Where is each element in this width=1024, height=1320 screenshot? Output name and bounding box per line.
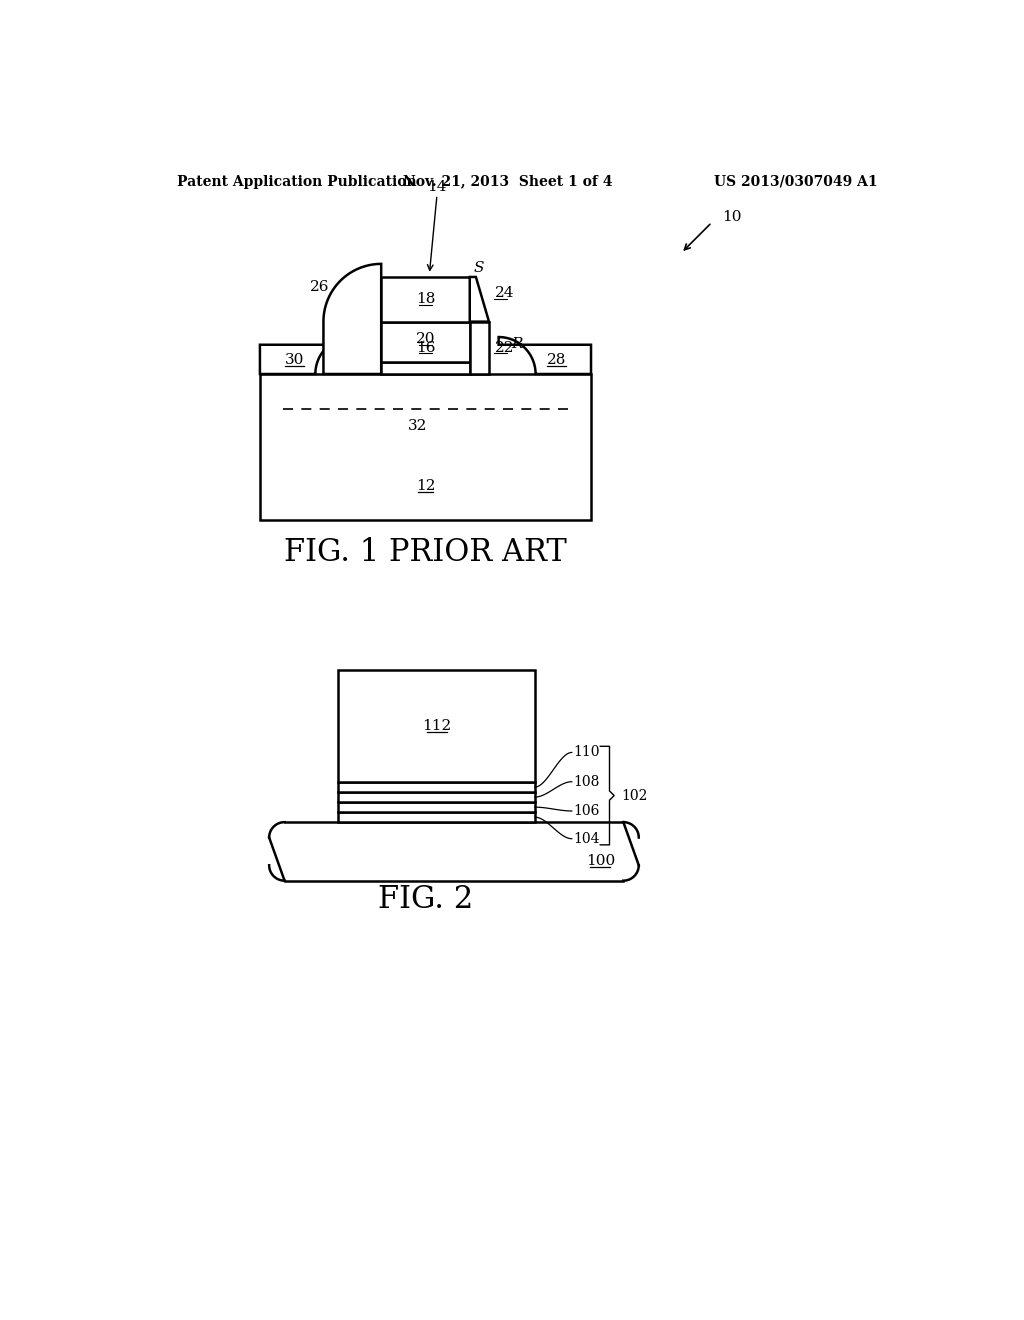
Text: 110: 110 xyxy=(573,746,600,759)
Bar xyxy=(381,362,470,374)
Text: 112: 112 xyxy=(422,719,452,734)
Text: Patent Application Publication: Patent Application Publication xyxy=(177,174,417,189)
Text: S: S xyxy=(473,261,484,275)
Text: US 2013/0307049 A1: US 2013/0307049 A1 xyxy=(714,174,878,189)
Bar xyxy=(339,781,535,792)
Polygon shape xyxy=(499,337,591,374)
Text: 22: 22 xyxy=(496,341,515,355)
Text: 10: 10 xyxy=(722,210,741,224)
Text: 104: 104 xyxy=(573,832,600,846)
Text: 32: 32 xyxy=(409,418,427,433)
Text: 102: 102 xyxy=(621,788,647,803)
Text: 20: 20 xyxy=(416,331,435,346)
Text: 106: 106 xyxy=(573,804,600,818)
Text: FIG. 2: FIG. 2 xyxy=(378,883,473,915)
Text: 12: 12 xyxy=(416,479,435,492)
Text: Nov. 21, 2013  Sheet 1 of 4: Nov. 21, 2013 Sheet 1 of 4 xyxy=(403,174,612,189)
Text: 28: 28 xyxy=(547,354,566,367)
Bar xyxy=(470,322,489,374)
Text: 108: 108 xyxy=(573,775,600,789)
Bar xyxy=(339,803,535,812)
Bar xyxy=(381,322,470,362)
Text: R: R xyxy=(511,337,523,351)
Text: 100: 100 xyxy=(586,854,614,867)
Text: 14: 14 xyxy=(427,180,446,194)
Text: 24: 24 xyxy=(496,286,515,300)
Text: 18: 18 xyxy=(416,292,435,306)
Text: 30: 30 xyxy=(285,354,304,367)
Bar xyxy=(339,812,535,822)
Text: 16: 16 xyxy=(416,341,435,355)
Polygon shape xyxy=(470,277,489,322)
Bar xyxy=(381,277,470,322)
Polygon shape xyxy=(324,264,381,374)
Bar xyxy=(339,792,535,803)
Bar xyxy=(260,374,591,520)
Polygon shape xyxy=(260,337,352,374)
Text: 26: 26 xyxy=(310,280,330,294)
Text: FIG. 1 PRIOR ART: FIG. 1 PRIOR ART xyxy=(284,537,567,568)
Bar xyxy=(339,671,535,781)
